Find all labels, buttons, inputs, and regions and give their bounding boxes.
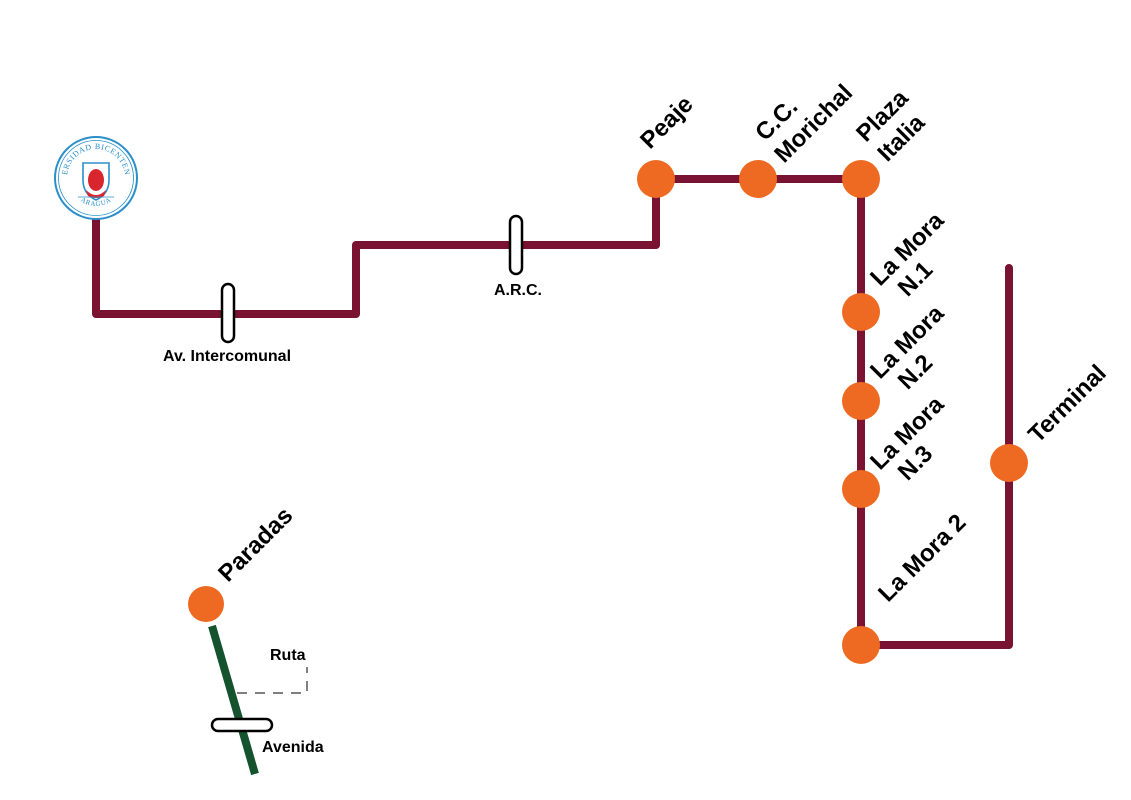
station-label-cc-morichal: C.C. Morichal <box>750 79 858 168</box>
avenue-label-arc: A.R.C. <box>494 282 542 299</box>
station-marker-cc-morichal[interactable] <box>739 160 777 198</box>
station-marker-la-mora-n2[interactable] <box>842 382 880 420</box>
legend-avenue-label: Avenida <box>262 739 324 756</box>
station-label-peaje: Peaje <box>635 91 698 154</box>
station-marker-terminal[interactable] <box>990 444 1028 482</box>
avenue-marker-av-intercomunal <box>220 282 236 344</box>
svg-text:Peaje: Peaje <box>635 91 698 154</box>
station-label-la-mora-n2: La Mora N.2 <box>865 300 950 395</box>
station-label-la-mora-n1: La Mora N.1 <box>865 207 950 302</box>
avenue-label-av-intercomunal: Av. Intercomunal <box>163 348 291 365</box>
legend-stops-label: Paradas <box>213 502 298 587</box>
svg-text:ARAGUA: ARAGUA <box>79 196 113 208</box>
legend-stop-marker <box>188 586 224 622</box>
university-seal-icon: UNIVERSIDAD BICENTENARIA ARAGUA <box>0 0 138 220</box>
station-label-la-mora-2: La Mora 2 <box>873 509 971 607</box>
station-marker-la-mora-2[interactable] <box>842 626 880 664</box>
station-label-plaza-italia: Plaza Italia <box>851 84 930 167</box>
legend-avenue-marker <box>210 717 274 733</box>
station-marker-la-mora-n1[interactable] <box>842 293 880 331</box>
legend: Paradas Ruta Avenida <box>188 502 324 776</box>
svg-text:La Mora 2: La Mora 2 <box>873 509 971 607</box>
station-marker-peaje[interactable] <box>637 160 675 198</box>
legend-route-pointer <box>237 667 308 694</box>
station-marker-plaza-italia[interactable] <box>842 160 880 198</box>
legend-route-label: Ruta <box>270 647 306 664</box>
avenue-marker-arc <box>508 214 524 276</box>
logo-bottom-text: ARAGUA <box>79 196 112 208</box>
svg-text:Terminal: Terminal <box>1023 360 1112 449</box>
station-label-terminal: Terminal <box>1023 360 1112 449</box>
station-label-la-mora-n3: La Mora N.3 <box>865 391 950 486</box>
legend-route-line <box>208 624 259 776</box>
station-marker-la-mora-n3[interactable] <box>842 470 880 508</box>
